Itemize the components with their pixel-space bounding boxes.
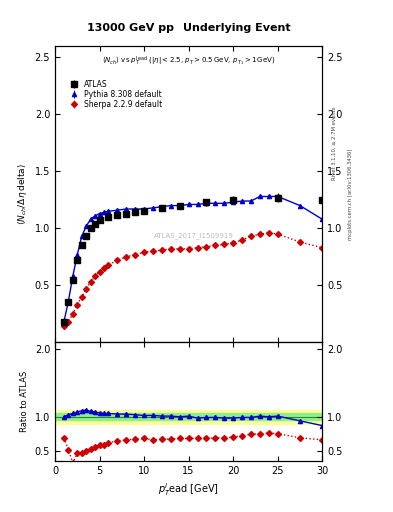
Text: Underlying Event: Underlying Event [183,23,290,33]
X-axis label: $p_T^l{\rm ead}$ [GeV]: $p_T^l{\rm ead}$ [GeV] [158,481,219,498]
Text: Rivet 3.1.10, ≥ 2.7M events: Rivet 3.1.10, ≥ 2.7M events [332,106,337,180]
Text: mcplots.cern.ch [arXiv:1306.3436]: mcplots.cern.ch [arXiv:1306.3436] [348,149,353,240]
Legend: ATLAS, Pythia 8.308 default, Sherpa 2.2.9 default: ATLAS, Pythia 8.308 default, Sherpa 2.2.… [67,79,162,109]
Text: ATLAS_2017_I1509919: ATLAS_2017_I1509919 [154,232,234,239]
Bar [55,413,322,420]
Y-axis label: Ratio to ATLAS: Ratio to ATLAS [20,371,29,432]
Text: 13000 GeV pp: 13000 GeV pp [87,23,174,33]
Text: $\langle N_{ch}\rangle$ vs $p_T^{\rm lead}$ ($|\eta|<2.5,\,p_T>0.5\,{\rm GeV},\,: $\langle N_{ch}\rangle$ vs $p_T^{\rm lea… [102,55,275,68]
Bar [55,410,322,423]
Y-axis label: $\langle N_{ch}/\Delta\eta\,{\rm delta}\rangle$: $\langle N_{ch}/\Delta\eta\,{\rm delta}\… [16,163,29,225]
